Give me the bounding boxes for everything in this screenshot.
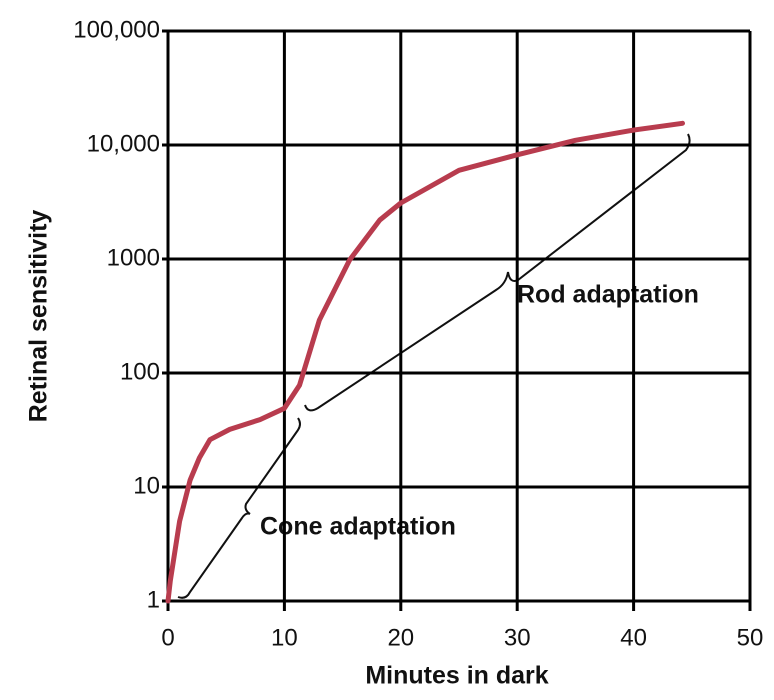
y-tick-label: 10,000 xyxy=(87,130,160,157)
cone-bracket xyxy=(177,417,301,599)
y-tick-label: 10 xyxy=(133,472,160,499)
x-tick-label: 50 xyxy=(737,624,764,651)
x-tick-label: 30 xyxy=(504,624,531,651)
annotation: Rod adaptation xyxy=(517,281,699,309)
x-tick-label: 10 xyxy=(271,624,298,651)
data-line xyxy=(165,120,685,604)
x-tick-label: 0 xyxy=(161,624,174,651)
y-tick-label: 100,000 xyxy=(73,16,160,43)
y-tick-label: 100 xyxy=(120,358,160,385)
y-axis-title: Retinal sensitivity xyxy=(25,210,53,423)
x-axis-title: Minutes in dark xyxy=(365,662,548,690)
x-tick-label: 20 xyxy=(387,624,414,651)
y-tick-label: 1 xyxy=(147,586,160,613)
rod-bracket xyxy=(304,133,691,412)
y-tick-label: 1000 xyxy=(107,244,160,271)
annotation: Cone adaptation xyxy=(260,513,456,541)
x-tick-label: 40 xyxy=(620,624,647,651)
